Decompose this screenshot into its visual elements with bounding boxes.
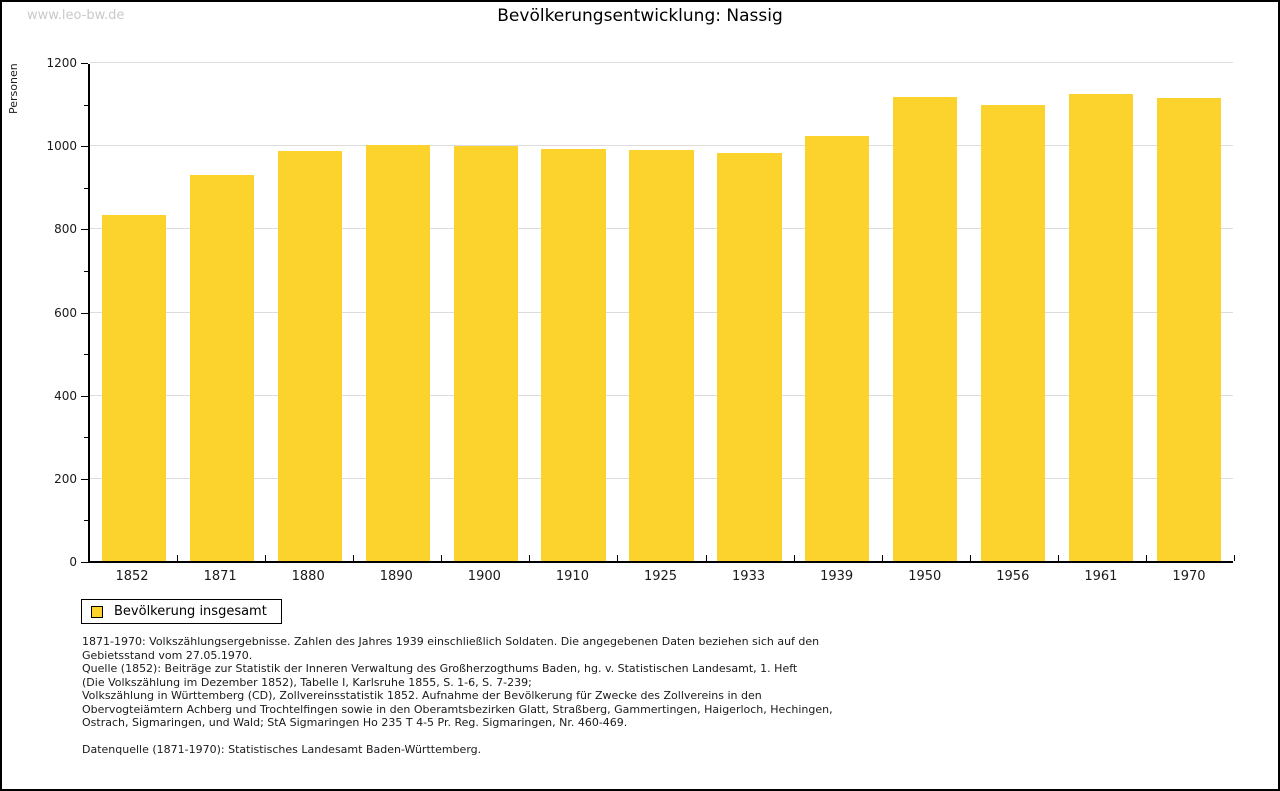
bar-slot-1925: [618, 64, 706, 561]
y-axis-major-tick: [81, 229, 88, 231]
x-axis-tick: [177, 555, 179, 561]
x-axis-tick: [529, 555, 531, 561]
bar-slot-1956: [969, 64, 1057, 561]
y-axis-minor-tick: [84, 354, 88, 356]
bar-1880: [277, 150, 342, 561]
source-note-line: Quelle (1852): Beiträge zur Statistik de…: [82, 662, 798, 675]
bar-slot-1910: [530, 64, 618, 561]
x-axis-tick: [617, 555, 619, 561]
bar-slot-1933: [705, 64, 793, 561]
bar-series: [90, 64, 1233, 561]
bar-slot-1950: [881, 64, 969, 561]
bar-1956: [981, 105, 1046, 561]
bar-slot-1939: [793, 64, 881, 561]
y-tick-label-600: 600: [54, 305, 77, 320]
bar-1852: [101, 214, 167, 561]
x-tick-label-1910: 1910: [555, 569, 589, 584]
x-tick-label-1961: 1961: [1084, 569, 1118, 584]
x-tick-label-1900: 1900: [467, 569, 501, 584]
y-axis-major-tick: [81, 146, 88, 148]
y-axis-minor-tick: [84, 187, 88, 189]
bar-slot-1961: [1057, 64, 1145, 561]
legend-label: Bevölkerung insgesamt: [114, 604, 267, 619]
bar-1970: [1156, 97, 1222, 561]
x-tick-label-1890: 1890: [379, 569, 413, 584]
x-axis-tick: [705, 555, 707, 561]
y-tick-label-800: 800: [54, 222, 77, 237]
bar-1871: [189, 174, 254, 561]
plot-area: [88, 62, 1235, 563]
x-axis-tick: [1234, 555, 1235, 561]
x-tick-label-1925: 1925: [643, 569, 678, 584]
x-axis-tick: [353, 555, 355, 561]
source-note-spacer: [82, 730, 1202, 744]
x-tick-label-1880: 1880: [291, 569, 325, 584]
x-tick-label-1956: 1956: [996, 569, 1030, 584]
x-axis-tick: [1145, 555, 1147, 561]
bar-1900: [453, 146, 518, 561]
x-axis-tick: [441, 555, 443, 561]
bar-slot-1852: [90, 64, 178, 561]
legend-color-swatch-icon: [91, 605, 103, 618]
x-tick-label-1852: 1852: [115, 569, 149, 584]
y-axis-minor-tick: [84, 520, 88, 522]
source-note-line: Obervogteiämtern Achberg und Trochtelfin…: [82, 702, 833, 716]
grid-line-1000: [90, 145, 1233, 147]
y-tick-label-1200: 1200: [46, 56, 77, 70]
y-tick-label-400: 400: [54, 388, 77, 403]
source-note-line: Ostrach, Sigmaringen, und Wald; StA Sigm…: [82, 716, 628, 729]
source-note-line: Datenquelle (1871-1970): Statistisches L…: [82, 743, 482, 756]
y-axis-major-tick: [81, 63, 88, 64]
y-tick-label-200: 200: [54, 471, 77, 486]
bar-1910: [541, 148, 606, 561]
source-note-line: Gebietsstand vom 27.05.1970.: [82, 648, 253, 662]
bar-slot-1871: [178, 64, 266, 561]
x-axis-tick: [793, 555, 795, 561]
watermark: www.leo-bw.de: [27, 8, 125, 23]
y-axis-major-tick: [81, 395, 88, 397]
x-tick-label-1933: 1933: [732, 569, 766, 584]
bar-1961: [1069, 93, 1134, 561]
bar-1933: [717, 153, 782, 561]
x-axis-tick-labels: 1852 1871 1880 1890 1900 1910 1925 1933 1939 1950…: [88, 569, 1233, 584]
source-note-line: (Die Volkszählung im Dezember 1852), Tab…: [82, 675, 532, 689]
y-tick-label-1000: 1000: [46, 139, 77, 154]
source-note-line: Volkszählung in Württemberg (CD), Zollve…: [82, 689, 762, 702]
bar-slot-1880: [266, 64, 354, 561]
y-axis-minor-tick: [84, 104, 88, 106]
bar-slot-1970: [1145, 64, 1233, 561]
chart-title: Bevölkerungsentwicklung: Nassig: [497, 6, 783, 26]
x-tick-label-1871: 1871: [203, 569, 237, 584]
bar-1939: [805, 135, 870, 561]
x-tick-label-1970: 1970: [1172, 569, 1206, 584]
y-axis-minor-tick: [84, 437, 88, 439]
y-tick-label-0: 0: [69, 555, 77, 569]
y-axis-major-tick: [81, 312, 88, 314]
y-axis-major-tick: [81, 478, 88, 480]
x-tick-label-1950: 1950: [908, 569, 942, 584]
bar-1925: [629, 149, 694, 561]
y-axis-major-tick: [81, 562, 88, 563]
bar-1890: [365, 144, 430, 561]
bar-1950: [893, 97, 958, 561]
legend: Bevölkerung insgesamt: [81, 599, 282, 624]
grid-line-1200: [90, 62, 1233, 63]
x-axis-tick: [881, 555, 883, 561]
source-note-line: 1871-1970: Volkszählungsergebnisse. Zahl…: [82, 635, 820, 648]
y-axis-title: Personen: [7, 63, 20, 114]
source-notes: 1871-1970: Volkszählungsergebnisse. Zahl…: [82, 635, 1202, 757]
x-tick-label-1939: 1939: [820, 569, 854, 584]
x-axis-tick: [1057, 555, 1059, 561]
bar-slot-1900: [442, 64, 530, 561]
x-axis-tick: [265, 555, 267, 561]
bar-slot-1890: [354, 64, 442, 561]
y-axis-minor-tick: [84, 270, 88, 272]
x-axis-tick: [969, 555, 971, 561]
